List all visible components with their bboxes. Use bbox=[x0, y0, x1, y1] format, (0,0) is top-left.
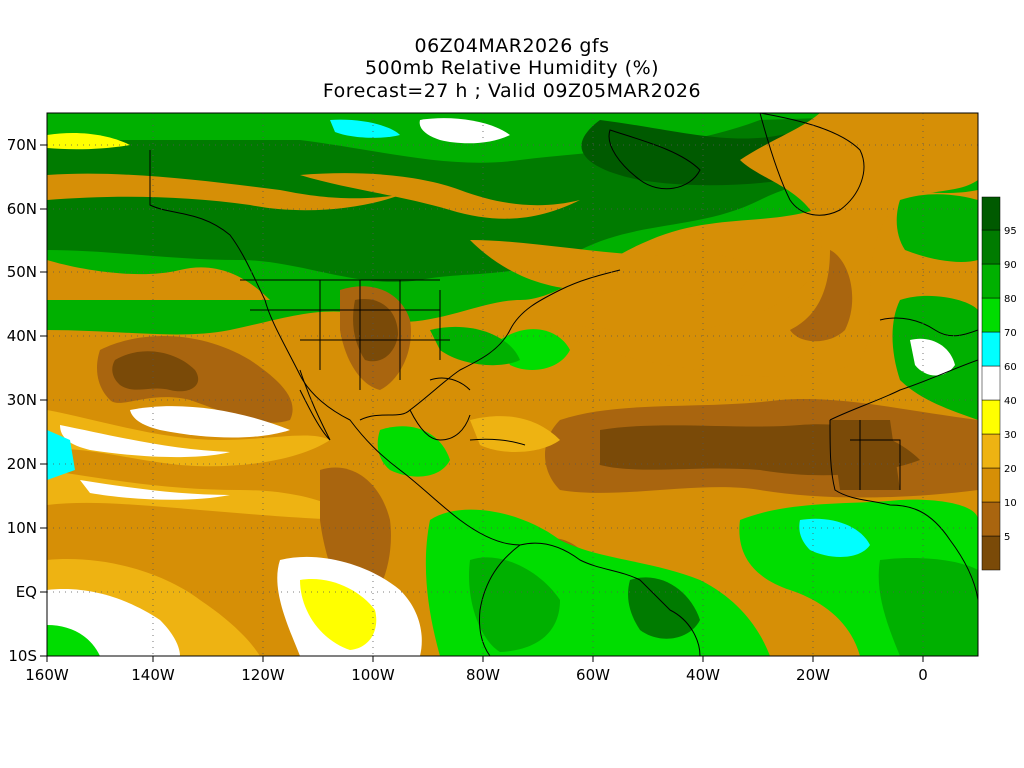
colorbar-swatch-8 bbox=[981, 263, 1001, 299]
colorbar-swatch-5 bbox=[981, 365, 1001, 401]
colorbar-swatch-9 bbox=[981, 229, 1001, 265]
lat-label-60n: 60N bbox=[7, 200, 37, 218]
colorbar-label-70: 70 bbox=[1004, 328, 1017, 339]
humidity-field bbox=[47, 113, 978, 656]
colorbar-label-30: 30 bbox=[1004, 430, 1017, 441]
colorbar-swatch-6 bbox=[981, 331, 1001, 367]
lon-label-160w: 160W bbox=[25, 666, 69, 684]
lon-label-40w: 40W bbox=[686, 666, 720, 684]
plot-frame bbox=[46, 112, 979, 657]
lon-label-80w: 80W bbox=[466, 666, 500, 684]
lat-label-10s: 10S bbox=[8, 647, 37, 665]
colorbar-label-5: 5 bbox=[1004, 532, 1010, 543]
lat-label-70n: 70N bbox=[7, 136, 37, 154]
colorbar-swatch-0 bbox=[981, 535, 1001, 571]
lat-label-10n: 10N bbox=[7, 519, 37, 537]
title-line-2: 500mb Relative Humidity (%) bbox=[364, 57, 660, 79]
colorbar-swatch-10 bbox=[981, 196, 1001, 231]
title-line-3: Forecast=27 h ; Valid 09Z05MAR2026 bbox=[322, 80, 702, 102]
lat-label-30n: 30N bbox=[7, 391, 37, 409]
colorbar-swatch-3 bbox=[981, 433, 1001, 469]
lon-label-60w: 60W bbox=[576, 666, 610, 684]
lat-label-50n: 50N bbox=[7, 263, 37, 281]
colorbar-swatch-7 bbox=[981, 297, 1001, 333]
colorbar: 5 10 20 30 40 60 70 80 90 95 bbox=[981, 196, 1017, 571]
lat-label-20n: 20N bbox=[7, 455, 37, 473]
lat-label-eq: EQ bbox=[16, 583, 37, 601]
colorbar-label-20: 20 bbox=[1004, 464, 1017, 475]
colorbar-label-90: 90 bbox=[1004, 260, 1017, 271]
colorbar-label-40: 40 bbox=[1004, 396, 1017, 407]
title-line-1: 06Z04MAR2026 gfs bbox=[414, 35, 610, 57]
coastlines bbox=[149, 113, 978, 656]
colorbar-swatch-2 bbox=[981, 467, 1001, 503]
colorbar-swatch-4 bbox=[981, 399, 1001, 435]
colorbar-label-80: 80 bbox=[1004, 294, 1017, 305]
colorbar-label-10: 10 bbox=[1004, 498, 1017, 509]
lon-label-0: 0 bbox=[918, 666, 928, 684]
colorbar-label-95: 95 bbox=[1004, 226, 1017, 237]
lon-label-140w: 140W bbox=[131, 666, 175, 684]
lat-label-40n: 40N bbox=[7, 327, 37, 345]
colorbar-swatch-1 bbox=[981, 501, 1001, 537]
lon-ticks bbox=[46, 656, 924, 662]
lon-label-100w: 100W bbox=[351, 666, 395, 684]
lon-label-120w: 120W bbox=[241, 666, 285, 684]
graticule bbox=[47, 113, 978, 656]
colorbar-label-60: 60 bbox=[1004, 362, 1017, 373]
lat-ticks bbox=[40, 144, 47, 657]
lon-label-20w: 20W bbox=[796, 666, 830, 684]
